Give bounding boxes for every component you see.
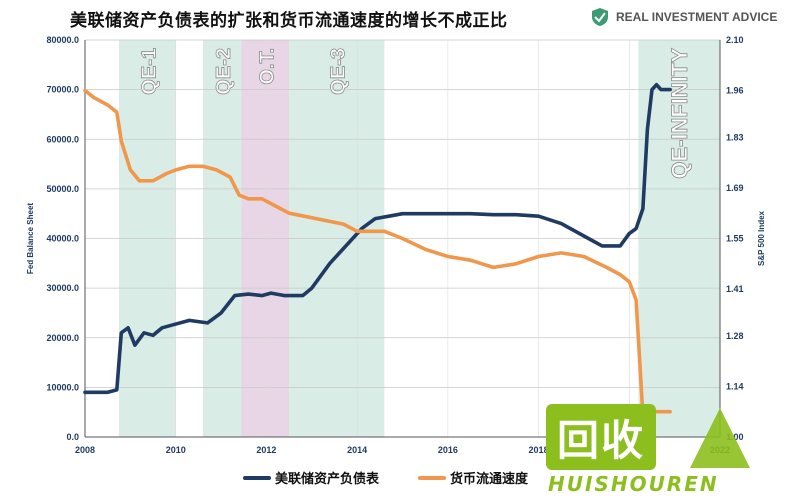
period-label-4: QE-INFINITY xyxy=(667,48,692,179)
legend-label-0: 美联储资产负债表 xyxy=(275,471,380,486)
legend-label-1: 货币流通速度 xyxy=(450,471,529,486)
y-tick-label: 30000.0 xyxy=(46,283,79,293)
y2-tick-label: 1.14 xyxy=(726,381,744,391)
chart-title: 美联储资产负债表的扩张和货币流通速度的增长不成正比 xyxy=(70,11,508,31)
y2-tick-label: 1.69 xyxy=(726,183,744,193)
y-tick-label: 10000.0 xyxy=(46,382,79,392)
watermark-logo: 回收 HUISHOUREN xyxy=(540,400,780,496)
series-lines xyxy=(83,82,672,418)
series-line-0 xyxy=(83,82,672,395)
period-label-1: QE-2 xyxy=(213,48,235,95)
x-tick-label: 2012 xyxy=(256,445,276,455)
period-label-2: O.T. xyxy=(256,48,278,85)
y-axis-title: Fed Balance Sheet xyxy=(26,203,35,274)
y-tick-label: 70000.0 xyxy=(46,85,79,95)
y2-tick-label: 1.41 xyxy=(726,284,744,294)
x-tick-label: 2016 xyxy=(438,445,458,455)
y2-tick-label: 1.83 xyxy=(726,132,744,142)
x-tick-label: 2010 xyxy=(166,445,186,455)
legend: 美联储资产负债表 货币流通速度 xyxy=(243,471,529,486)
y2-tick-label: 1.28 xyxy=(726,331,744,341)
brand-name: REAL INVESTMENT ADVICE xyxy=(616,10,778,24)
axes: 0.0 10000.0 20000.0 30000.0 40000.0 50000.0 60… xyxy=(26,35,766,455)
y-tick-label: 20000.0 xyxy=(46,333,79,343)
period-label-0: QE-1 xyxy=(138,48,160,95)
shield-icon xyxy=(592,8,608,26)
period-label-3: QE-3 xyxy=(328,48,350,95)
x-tick-label: 2018 xyxy=(529,445,549,455)
series-line-1 xyxy=(83,88,672,418)
brand-logo: REAL INVESTMENT ADVICE xyxy=(590,6,777,28)
y2-tick-label: 2.10 xyxy=(726,35,744,45)
y-tick-label: 0.0 xyxy=(66,432,79,442)
y-tick-label: 80000.0 xyxy=(46,35,79,45)
y-tick-label: 50000.0 xyxy=(46,184,79,194)
y2-tick-label: 1.55 xyxy=(726,234,744,244)
y-tick-label: 40000.0 xyxy=(46,234,79,244)
y2-tick-label: 1.96 xyxy=(726,86,744,96)
y-tick-label: 60000.0 xyxy=(46,134,79,144)
x-tick-label: 2014 xyxy=(347,445,367,455)
watermark-triangle-icon xyxy=(690,408,750,468)
y2-axis-title: S&P 500 Index xyxy=(757,210,766,266)
watermark-box: 回收 xyxy=(546,404,656,470)
watermark-subtext: HUISHOUREN xyxy=(548,472,719,496)
x-tick-label: 2008 xyxy=(75,445,95,455)
